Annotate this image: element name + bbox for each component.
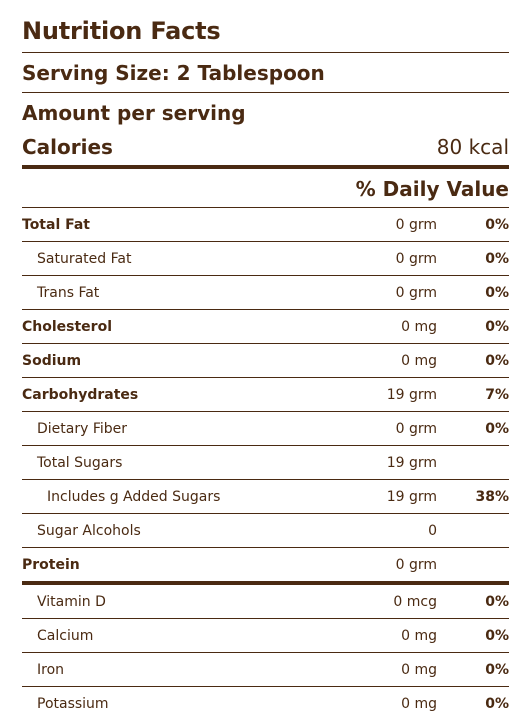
nutrient-amount: 0 mg <box>401 318 437 335</box>
divider <box>22 445 509 446</box>
thick-divider <box>22 581 509 585</box>
nutrient-row-saturated-fat: Saturated Fat 0 grm 0% <box>22 242 509 275</box>
vitamin-name: Calcium <box>37 627 94 644</box>
nutrient-daily-value: 7% <box>485 386 509 403</box>
calories-row: Calories 80 kcal <box>22 129 509 165</box>
nutrient-daily-value: 38% <box>475 488 509 505</box>
vitamin-daily-value: 0% <box>485 695 509 712</box>
vitamin-row-iron: Iron 0 mg 0% <box>22 653 509 686</box>
nutrient-daily-value: 0% <box>485 250 509 267</box>
nutrient-name: Dietary Fiber <box>37 420 128 437</box>
vitamin-amount: 0 mg <box>401 627 437 644</box>
vitamin-name: Iron <box>37 661 65 678</box>
nutrient-name: Carbohydrates <box>22 386 139 403</box>
nutrient-daily-value: 0% <box>485 352 509 369</box>
nutrient-row-dietary-fiber: Dietary Fiber 0 grm 0% <box>22 412 509 445</box>
divider <box>22 411 509 412</box>
divider <box>22 618 509 619</box>
nutrient-row-protein: Protein 0 grm <box>22 548 509 581</box>
vitamin-daily-value: 0% <box>485 661 509 678</box>
nutrient-row-added-sugars: Includes g Added Sugars 19 grm 38% <box>22 480 509 513</box>
nutrient-daily-value: 0% <box>485 216 509 233</box>
nutrient-name: Sugar Alcohols <box>37 522 141 539</box>
vitamin-row-vitamin-d: Vitamin D 0 mcg 0% <box>22 585 509 618</box>
amount-per-serving: Amount per serving <box>22 101 246 125</box>
nutrient-amount: 0 grm <box>395 420 437 437</box>
divider <box>22 652 509 653</box>
nutrient-name: Total Fat <box>22 216 91 233</box>
nutrient-name: Includes g Added Sugars <box>47 488 221 505</box>
daily-value-header: % Daily Value <box>355 177 509 201</box>
nutrient-amount: 19 grm <box>386 488 437 505</box>
divider <box>22 52 509 53</box>
divider <box>22 92 509 93</box>
vitamin-name: Potassium <box>37 695 109 712</box>
nutrient-amount: 0 grm <box>395 216 437 233</box>
nutrient-row-carbohydrates: Carbohydrates 19 grm 7% <box>22 378 509 411</box>
vitamin-row-potassium: Potassium 0 mg 0% <box>22 687 509 720</box>
divider <box>22 513 509 514</box>
nutrient-name: Cholesterol <box>22 318 112 335</box>
nutrient-name: Trans Fat <box>37 284 100 301</box>
nutrient-daily-value: 0% <box>485 284 509 301</box>
nutrient-row-trans-fat: Trans Fat 0 grm 0% <box>22 276 509 309</box>
nutrient-amount: 19 grm <box>386 386 437 403</box>
nutrient-name: Total Sugars <box>37 454 123 471</box>
divider <box>22 275 509 276</box>
nutrient-amount: 0 grm <box>395 284 437 301</box>
nutrient-daily-value: 0% <box>485 420 509 437</box>
divider <box>22 547 509 548</box>
nutrient-row-cholesterol: Cholesterol 0 mg 0% <box>22 310 509 343</box>
nutrient-row-sugar-alcohols: Sugar Alcohols 0 <box>22 514 509 547</box>
nutrition-facts-label: Nutrition Facts Serving Size: 2 Tablespo… <box>22 12 509 720</box>
nutrient-amount: 0 <box>428 522 437 539</box>
nutrient-row-sodium: Sodium 0 mg 0% <box>22 344 509 377</box>
thick-divider <box>22 165 509 169</box>
nutrient-name: Sodium <box>22 352 82 369</box>
nutrient-row-total-sugars: Total Sugars 19 grm <box>22 446 509 479</box>
vitamin-daily-value: 0% <box>485 627 509 644</box>
nutrient-daily-value: 0% <box>485 318 509 335</box>
vitamin-amount: 0 mg <box>401 661 437 678</box>
nutrient-name: Saturated Fat <box>37 250 132 267</box>
divider <box>22 343 509 344</box>
divider <box>22 377 509 378</box>
vitamin-daily-value: 0% <box>485 593 509 610</box>
divider <box>22 479 509 480</box>
divider <box>22 241 509 242</box>
divider <box>22 207 509 208</box>
vitamin-name: Vitamin D <box>37 593 106 610</box>
calories-value: 80 kcal <box>436 135 509 159</box>
nutrient-amount: 0 grm <box>395 250 437 267</box>
nutrient-amount: 19 grm <box>386 454 437 471</box>
nutrient-row-total-fat: Total Fat 0 grm 0% <box>22 208 509 241</box>
calories-label: Calories <box>22 135 113 159</box>
vitamin-amount: 0 mg <box>401 695 437 712</box>
vitamin-row-calcium: Calcium 0 mg 0% <box>22 619 509 652</box>
nutrient-amount: 0 grm <box>395 556 437 573</box>
serving-size: Serving Size: 2 Tablespoon <box>22 61 325 85</box>
divider <box>22 686 509 687</box>
divider <box>22 309 509 310</box>
label-title: Nutrition Facts <box>22 17 221 45</box>
nutrient-amount: 0 mg <box>401 352 437 369</box>
vitamin-amount: 0 mcg <box>393 593 437 610</box>
nutrient-name: Protein <box>22 556 80 573</box>
